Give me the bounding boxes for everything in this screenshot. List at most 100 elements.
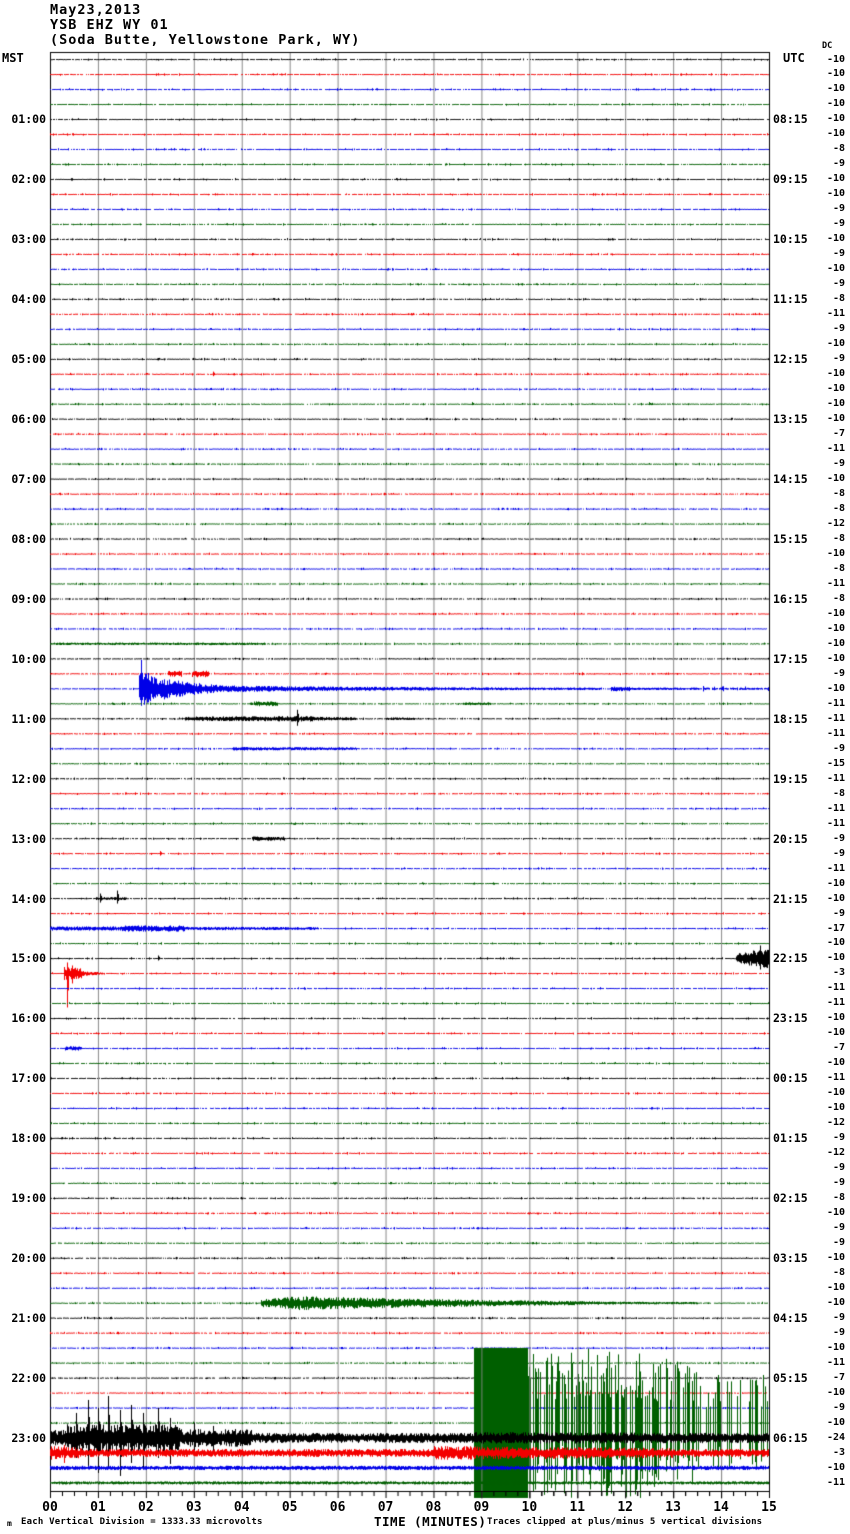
x-tick-label: 13 [665, 1500, 681, 1515]
x-tick-label: 08 [425, 1500, 442, 1515]
header-station: YSB EHZ WY 01 [50, 17, 169, 33]
dc-offset-value: -10 [826, 1207, 845, 1219]
x-tick-label: 02 [138, 1500, 154, 1515]
dc-offset-value: -24 [826, 1431, 845, 1443]
dc-offset-value: -11 [826, 772, 845, 784]
mst-hour-label: 01:00 [11, 112, 46, 127]
dc-offset-value: -9 [832, 1177, 845, 1189]
dc-offset-value: -11 [826, 1476, 845, 1488]
dc-offset-value: -10 [826, 1102, 845, 1114]
dc-offset-value: -10 [826, 338, 845, 350]
dc-offset-value: -10 [826, 622, 845, 634]
utc-hour-label: 10:15 [773, 232, 808, 247]
dc-offset-value: -10 [826, 83, 845, 95]
utc-hour-label: 17:15 [773, 651, 808, 666]
dc-offset-value: -11 [826, 577, 845, 589]
x-tick-label: 12 [617, 1500, 634, 1515]
utc-hour-label: 21:15 [773, 891, 808, 906]
mst-hour-label: 04:00 [11, 292, 46, 307]
dc-offset-value: -10 [826, 128, 845, 140]
dc-offset-value: -10 [826, 1386, 845, 1398]
dc-offset-value: -10 [826, 98, 845, 110]
dc-offset-value: -9 [832, 742, 845, 754]
scale-note: Each Vertical Division = 1333.33 microvo… [21, 1517, 263, 1527]
dc-offset-value: -10 [826, 637, 845, 649]
utc-hour-label: 16:15 [773, 591, 808, 606]
dc-offset-value: -11 [826, 997, 845, 1009]
dc-offset-value: -10 [826, 1027, 845, 1039]
x-tick-label: 11 [569, 1500, 586, 1515]
dc-offset-value: -10 [826, 473, 845, 485]
x-tick-label: 14 [713, 1500, 729, 1515]
dc-offset-value: -10 [826, 188, 845, 200]
dc-offset-value: -10 [826, 1012, 845, 1024]
dc-offset-value: -9 [832, 203, 845, 215]
utc-hour-label: 18:15 [773, 711, 808, 726]
dc-offset-value: -11 [826, 817, 845, 829]
dc-offset-value: -10 [826, 1297, 845, 1309]
dc-offset-value: -9 [832, 158, 845, 170]
dc-offset-value: -11 [826, 712, 845, 724]
utc-hour-label: 12:15 [773, 352, 808, 367]
mst-hour-label: 21:00 [11, 1311, 46, 1326]
dc-offset-value: -8 [832, 562, 845, 574]
dc-offset-value: -7 [832, 1042, 845, 1054]
dc-offset-value: -10 [826, 383, 845, 395]
dc-offset-value: -9 [832, 1401, 845, 1413]
left-timezone-label: MST [2, 51, 24, 65]
dc-offset-value: -10 [826, 398, 845, 410]
utc-hour-label: 22:15 [773, 951, 808, 966]
dc-offset-value: -11 [826, 982, 845, 994]
dc-offset-value: -8 [832, 1192, 845, 1204]
mst-hour-label: 20:00 [11, 1251, 46, 1266]
utc-hour-label: 13:15 [773, 412, 808, 427]
dc-offset-value: -9 [832, 1132, 845, 1144]
mst-hour-label: 09:00 [11, 591, 46, 606]
dc-offset-value: -9 [832, 1312, 845, 1324]
utc-hour-label: 19:15 [773, 771, 808, 786]
mst-hour-label: 07:00 [11, 472, 46, 487]
dc-offset-value: -10 [826, 682, 845, 694]
utc-hour-label: 14:15 [773, 472, 808, 487]
x-tick-label: 05 [281, 1500, 298, 1515]
dc-offset-value: -10 [826, 1342, 845, 1354]
dc-offset-value: -8 [832, 787, 845, 799]
utc-hour-label: 05:15 [773, 1371, 808, 1385]
utc-hour-label: 02:15 [773, 1191, 808, 1206]
x-axis-title: TIME (MINUTES) [374, 1514, 487, 1529]
mst-hour-label: 23:00 [11, 1430, 46, 1445]
dc-offset-value: -10 [826, 68, 845, 80]
dc-offset-value: -9 [832, 832, 845, 844]
dc-offset-value: -12 [826, 1147, 845, 1159]
dc-offset-value: -11 [826, 802, 845, 814]
dc-offset-value: -11 [826, 727, 845, 739]
dc-offset-value: -3 [832, 967, 845, 979]
utc-hour-label: 09:15 [773, 172, 808, 187]
dc-offset-value: -10 [826, 173, 845, 185]
x-tick-label: 15 [761, 1500, 777, 1515]
dc-offset-value: -9 [832, 248, 845, 260]
dc-offset-value: -9 [832, 323, 845, 335]
right-timezone-label: UTC [783, 51, 805, 65]
x-tick-label: 10 [521, 1500, 538, 1515]
dc-offset-value: -8 [832, 488, 845, 499]
dc-offset-value: -9 [832, 1162, 845, 1174]
dc-offset-value: -9 [832, 667, 845, 679]
mst-hour-label: 08:00 [11, 531, 46, 546]
dc-offset-value: -10 [826, 263, 845, 275]
dc-offset-value: -8 [832, 1267, 845, 1279]
dc-offset-value: -7 [832, 428, 845, 440]
dc-offset-value: -10 [826, 547, 845, 559]
dc-offset-value: -11 [826, 308, 845, 320]
utc-hour-label: 08:15 [773, 112, 808, 127]
dc-offset-value: -10 [826, 53, 845, 65]
dc-offset-value: -10 [826, 937, 845, 949]
utc-hour-label: 04:15 [773, 1311, 808, 1326]
x-tick-label: 03 [185, 1500, 202, 1515]
footer-mark: m [7, 1519, 12, 1528]
dc-offset-value: -11 [826, 443, 845, 455]
header-location: (Soda Butte, Yellowstone Park, WY) [50, 32, 361, 48]
dc-offset-value: -8 [832, 293, 845, 305]
mst-hour-label: 15:00 [11, 951, 46, 966]
